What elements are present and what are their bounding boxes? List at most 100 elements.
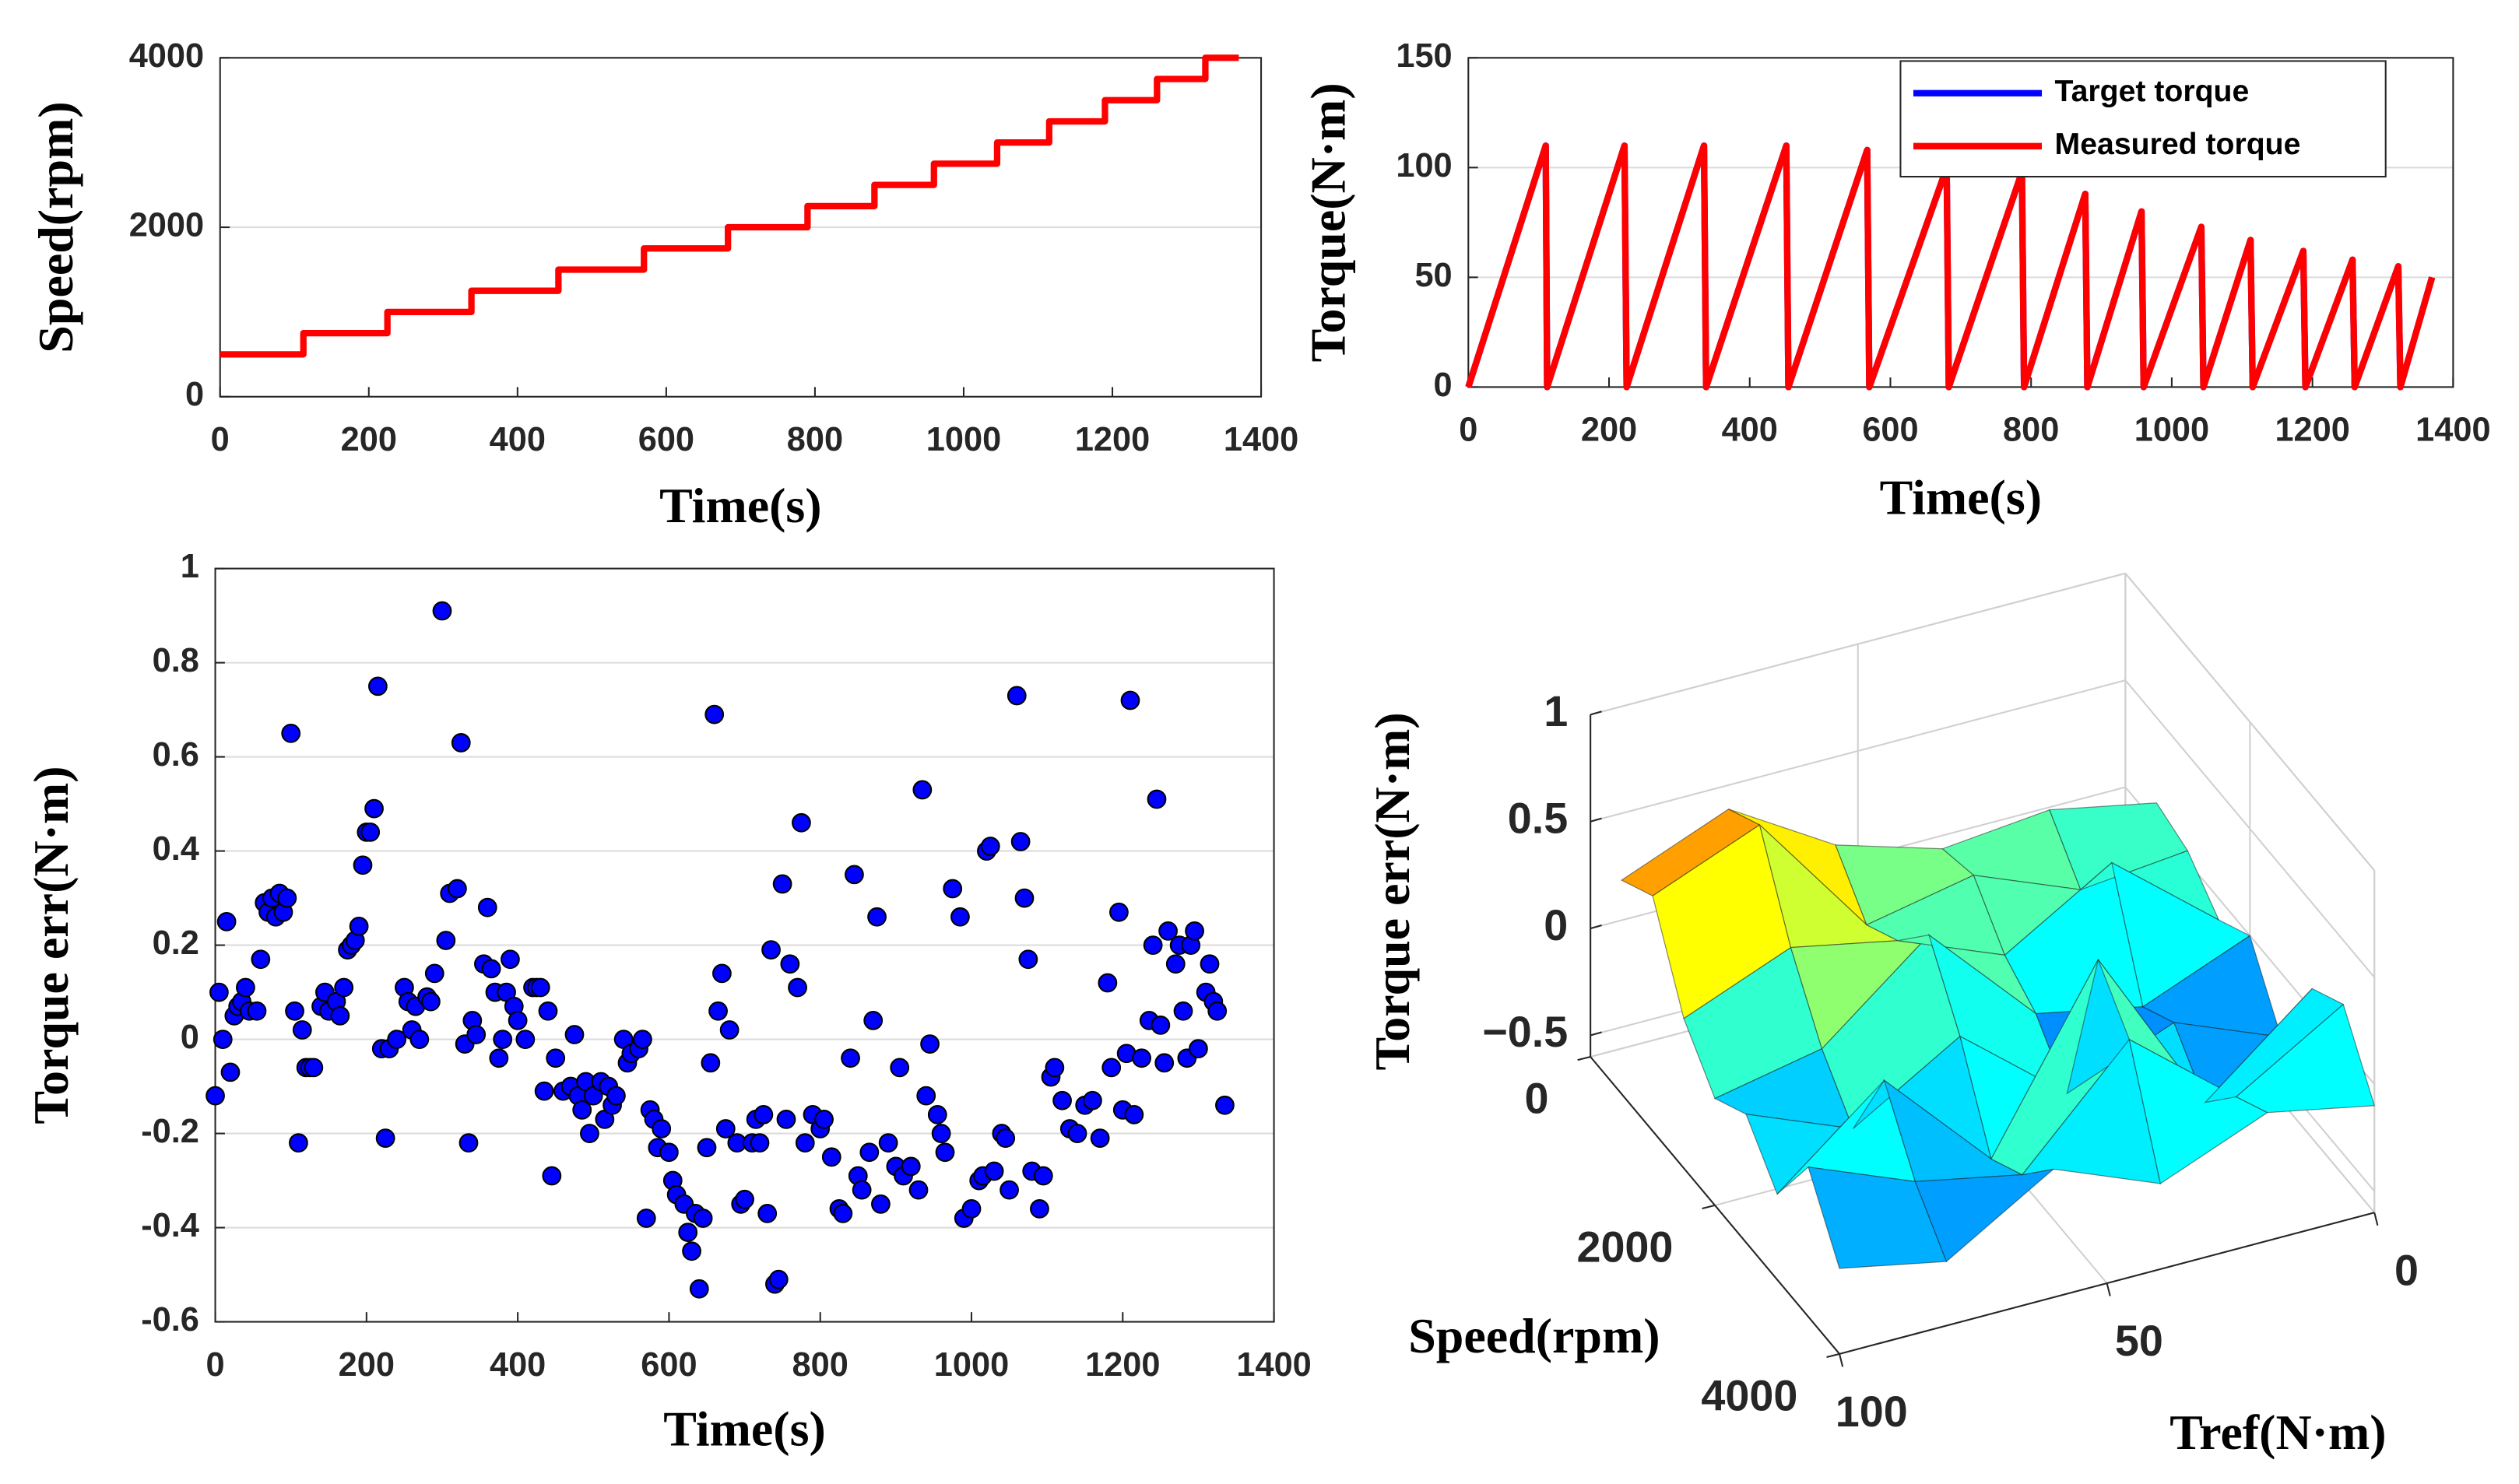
x-tick-label: 0 (206, 1346, 224, 1384)
x-tick-label: 1000 (2134, 412, 2209, 449)
scatter-point (1132, 1048, 1151, 1068)
scatter-point (330, 1005, 350, 1026)
scatter-point (247, 1001, 267, 1021)
scatter-point (772, 874, 792, 894)
x-tick (1839, 1353, 1844, 1367)
scatter-point (236, 977, 255, 998)
y-tick-label: 50 (1414, 257, 1452, 294)
scatter-point (890, 1058, 910, 1078)
x-tick-label: 1400 (1236, 1346, 1311, 1384)
scatter-point (1185, 921, 1204, 941)
scatter-point (761, 940, 781, 960)
scatter-point (996, 1128, 1016, 1148)
scatter-point (689, 1279, 709, 1299)
y-axis-label: Torque(N·m) (1301, 82, 1356, 362)
scatter-point (950, 907, 970, 927)
y-tick-label: 150 (1396, 37, 1452, 75)
scatter-point (281, 723, 301, 743)
y-tick-label: -0.6 (141, 1301, 199, 1338)
scatter-point (349, 916, 369, 936)
x-tick-label: 200 (1581, 412, 1637, 449)
scatter-point (633, 1030, 652, 1049)
y-tick-label: 0 (181, 1019, 199, 1056)
scatter-point (436, 931, 456, 950)
scatter-point (715, 1119, 736, 1138)
scatter-point (368, 676, 388, 696)
x-tick-label: 50 (2115, 1317, 2163, 1365)
scatter-point (719, 1020, 740, 1040)
z-tick-label: 0.5 (1508, 795, 1568, 843)
axes-box (1467, 57, 2454, 388)
scatter-point (750, 1133, 770, 1153)
legend-label: Target torque (2055, 75, 2250, 108)
surface-patch (2235, 1003, 2376, 1114)
scatter-point (501, 949, 520, 970)
x-tick-label: 400 (490, 1346, 546, 1384)
scatter-point (538, 1001, 558, 1021)
x-tick-label: 800 (792, 1346, 848, 1384)
scatter-point (493, 1030, 513, 1049)
axes-box (214, 567, 1275, 1323)
scatter-point (421, 991, 441, 1012)
scatter-point (1067, 1124, 1087, 1143)
scatter-point (542, 1166, 562, 1186)
y-tick-label: 1 (181, 548, 199, 585)
scatter-point (334, 977, 354, 998)
scatter-point (814, 1110, 834, 1129)
scatter-point (878, 1133, 898, 1153)
x-tick-label: 1000 (934, 1346, 1009, 1384)
x-axis-label: Time(s) (1880, 470, 2042, 525)
y-tick (1826, 1352, 1840, 1358)
line-series (1465, 142, 2436, 391)
x-axis-label: Tref(N·m) (2169, 1405, 2386, 1460)
scatter-point (697, 1138, 717, 1158)
z-tick-label: 1 (1544, 687, 1568, 735)
scatter-point (1189, 1039, 1208, 1059)
scatter-point (289, 1133, 308, 1153)
scatter-point (409, 1030, 430, 1049)
scatter-point (1109, 902, 1129, 922)
scatter-point (768, 1269, 789, 1289)
scatter-point (572, 1100, 592, 1120)
scatter-point (871, 1194, 891, 1214)
scatter-point (916, 1086, 936, 1106)
scatter-point (206, 1086, 225, 1106)
scatter-point (1033, 1166, 1053, 1186)
scatter-point (792, 812, 811, 833)
scatter-point (1154, 1053, 1175, 1073)
z-axis-label: Torque err(N·m) (1365, 712, 1420, 1070)
scatter-point (678, 1223, 698, 1242)
y-tick-label: 4000 (129, 37, 204, 75)
scatter-point (984, 1161, 1004, 1181)
scatter-point (901, 1156, 921, 1177)
x-tick-label: 1200 (1085, 1346, 1160, 1384)
x-tick-label: 1400 (1224, 421, 1298, 458)
scatter-point (961, 1198, 982, 1219)
y-tick-label: 0 (1524, 1075, 1548, 1123)
scatter-point (251, 949, 271, 970)
y-tick-label: 0.2 (153, 924, 199, 962)
scatter-point (659, 1142, 679, 1163)
scatter-point (216, 911, 237, 931)
x-tick-label: 400 (490, 421, 546, 458)
scatter-point (980, 837, 1000, 856)
x-tick-label: 0 (2394, 1246, 2419, 1294)
scatter-point (360, 823, 381, 842)
y-tick-label: 0 (185, 376, 204, 413)
scatter-point (943, 879, 963, 899)
scatter-point (1083, 1090, 1102, 1110)
scatter-point (1200, 954, 1220, 974)
scatter-point (285, 1001, 304, 1021)
scatter-point (712, 963, 732, 984)
scatter-point (213, 1030, 233, 1049)
scatter-point (931, 1124, 951, 1143)
scatter-point (458, 1133, 479, 1153)
scatter-point (1090, 1128, 1110, 1148)
scatter-point (220, 1062, 241, 1082)
scatter-point (364, 798, 384, 819)
y-tick-label: 100 (1396, 147, 1452, 184)
scatter-point (1030, 1198, 1049, 1219)
scatter-point (1124, 1104, 1144, 1124)
scatter-point (292, 1020, 312, 1040)
